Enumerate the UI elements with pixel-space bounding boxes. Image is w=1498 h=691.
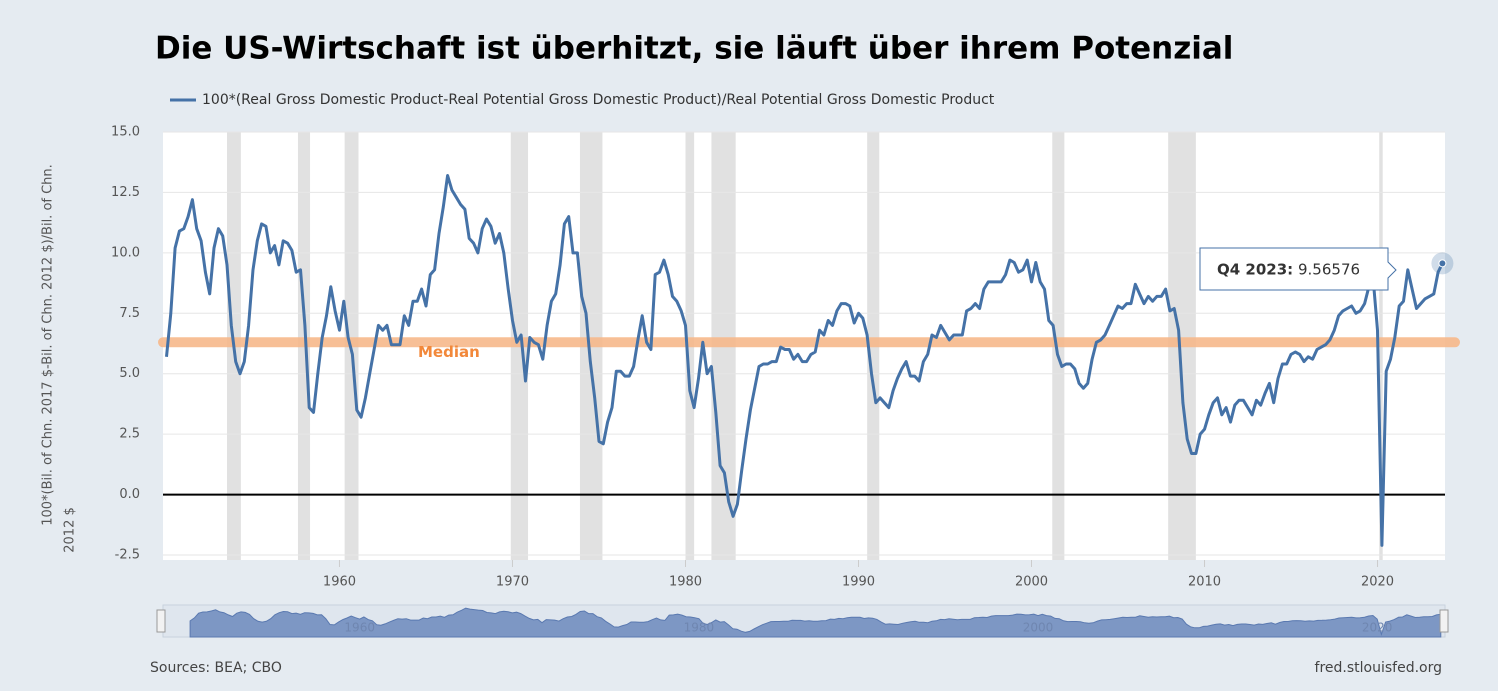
navigator-label: 2020 xyxy=(1362,621,1393,635)
y-tick-label: 0.0 xyxy=(119,487,140,502)
series-line xyxy=(165,174,1444,547)
credit: fred.stlouisfed.org xyxy=(1315,660,1442,676)
y-tick-label: -2.5 xyxy=(115,548,140,563)
x-tick-label: 2010 xyxy=(1188,575,1221,590)
y-axis-label: 2012 $ xyxy=(63,507,78,553)
y-tick-label: 15.0 xyxy=(111,125,140,140)
navigator-content: 1960 1980 2000 2020 xyxy=(189,607,1442,638)
grid: 15.0 12.5 10.0 7.5 5.0 2.5 0.0 -2.5 1960 1970 1980… xyxy=(111,125,1445,590)
x-tick-label: 2020 xyxy=(1361,575,1394,590)
tooltip-label: Q4 2023: xyxy=(1217,261,1293,279)
x-tick-label: 2000 xyxy=(1015,575,1048,590)
y-tick-label: 2.5 xyxy=(119,427,140,442)
x-tick-label: 1990 xyxy=(842,575,875,590)
median-label: Median xyxy=(418,343,480,361)
x-tick-label: 1970 xyxy=(496,575,529,590)
chart-title: Die US-Wirtschaft ist überhitzt, sie läu… xyxy=(155,31,1233,67)
y-axis-label: 100*(Bil. of Chn. 2017 $-Bil. of Chn. 20… xyxy=(41,164,56,526)
navigator-handle[interactable] xyxy=(156,609,166,633)
x-tick-label: 1980 xyxy=(669,575,702,590)
hover-point xyxy=(1438,259,1447,268)
navigator-label: 2000 xyxy=(1023,621,1054,635)
legend-label: 100*(Real Gross Domestic Product-Real Po… xyxy=(202,92,995,108)
navigator-area xyxy=(189,607,1442,638)
navigator-label: 1960 xyxy=(344,621,375,635)
y-tick-label: 5.0 xyxy=(119,366,140,381)
tooltip-value: 9.56576 xyxy=(1298,261,1360,279)
y-tick-label: 10.0 xyxy=(111,245,140,260)
tooltip-box xyxy=(1199,247,1397,291)
data: Median Q4 2023: 9.56576 xyxy=(158,174,1460,547)
navigator-handle[interactable] xyxy=(1439,609,1449,633)
y-tick-label: 12.5 xyxy=(111,185,140,200)
navigator-label: 1980 xyxy=(684,621,715,635)
y-tick-label: 7.5 xyxy=(119,306,140,321)
sources: Sources: BEA; CBO xyxy=(150,660,282,676)
x-tick-label: 1960 xyxy=(323,575,356,590)
